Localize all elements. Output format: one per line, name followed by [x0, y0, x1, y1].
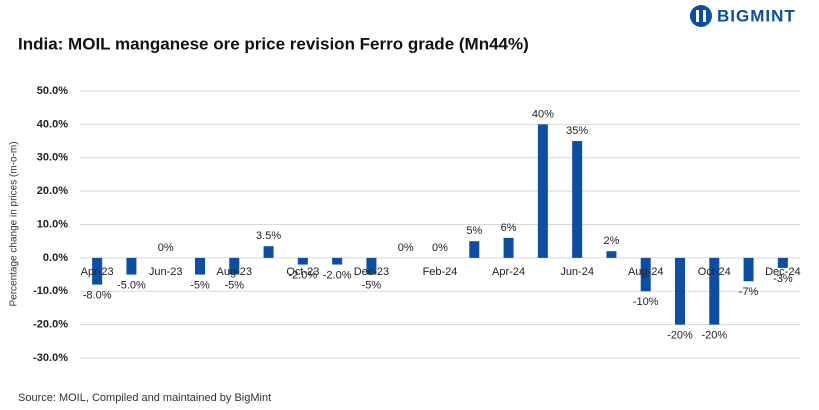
bar: [263, 246, 274, 258]
x-tick-label: Apr-24: [492, 266, 525, 278]
value-label: 0%: [432, 242, 448, 254]
bar: [332, 257, 343, 265]
value-label: -5%: [190, 279, 210, 291]
x-tick-label: Jun-23: [149, 266, 183, 278]
value-label: -3%: [773, 273, 793, 285]
x-tick-label: Oct-24: [698, 266, 731, 278]
value-label: -8.0%: [83, 289, 112, 301]
bar: [572, 141, 583, 258]
value-label: 0%: [158, 242, 174, 254]
y-axis-label: Percentage change in prices (m-o-m): [9, 141, 20, 306]
bar: [777, 257, 788, 268]
value-label: -5%: [362, 279, 382, 291]
x-tick-label: Feb-24: [423, 266, 458, 278]
value-label: 5%: [466, 225, 482, 237]
value-label: -7%: [739, 286, 759, 298]
source-note: Source: MOIL, Compiled and maintained by…: [18, 392, 271, 404]
value-label: -10%: [633, 296, 659, 308]
y-tick-label: 50.0%: [37, 85, 68, 97]
value-label: 2%: [603, 235, 619, 247]
value-label: 6%: [501, 222, 517, 234]
value-label: -20%: [701, 330, 727, 342]
bar: [126, 257, 137, 275]
y-tick-label: 10.0%: [37, 218, 68, 230]
bar: [195, 257, 205, 275]
bar: [743, 257, 754, 282]
bar: [469, 241, 480, 258]
value-label: 40%: [532, 108, 554, 120]
x-tick-label: Jun-24: [560, 266, 594, 278]
bar: [92, 257, 103, 285]
bar: [366, 257, 377, 275]
x-tick-label: Aug-23: [217, 266, 252, 278]
y-tick-label: -30.0%: [33, 352, 68, 364]
x-tick-label: Apr-23: [81, 266, 114, 278]
x-tick-label: Dec-23: [354, 266, 389, 278]
y-tick-label: -10.0%: [33, 285, 68, 297]
x-tick-label: Oct-23: [286, 266, 319, 278]
x-tick-label: Aug-24: [628, 266, 663, 278]
value-label: -20%: [667, 330, 693, 342]
brand-logo: [690, 5, 712, 27]
y-tick-label: 30.0%: [37, 152, 68, 164]
x-tick-label: Dec-24: [765, 266, 800, 278]
bar: [675, 257, 685, 325]
bar: [297, 257, 308, 265]
bar: [503, 237, 514, 258]
bar: [537, 124, 548, 258]
value-label: 35%: [566, 125, 588, 137]
value-label: 0%: [398, 242, 414, 254]
bar: [709, 257, 720, 325]
bar: [606, 251, 617, 258]
value-label: -2.0%: [323, 269, 352, 281]
bar: [229, 257, 240, 275]
brand-name: BIGMINT: [717, 6, 796, 25]
chart-title: India: MOIL manganese ore price revision…: [18, 34, 529, 53]
bar: [640, 257, 651, 292]
value-label: 3.5%: [256, 230, 281, 242]
value-label: -5.0%: [117, 279, 146, 291]
value-label: -5%: [225, 279, 245, 291]
y-tick-label: -20.0%: [33, 319, 68, 331]
y-tick-label: 20.0%: [37, 185, 68, 197]
value-label: -2.0%: [288, 269, 317, 281]
y-tick-label: 40.0%: [37, 118, 68, 130]
y-tick-label: 0.0%: [43, 252, 68, 264]
